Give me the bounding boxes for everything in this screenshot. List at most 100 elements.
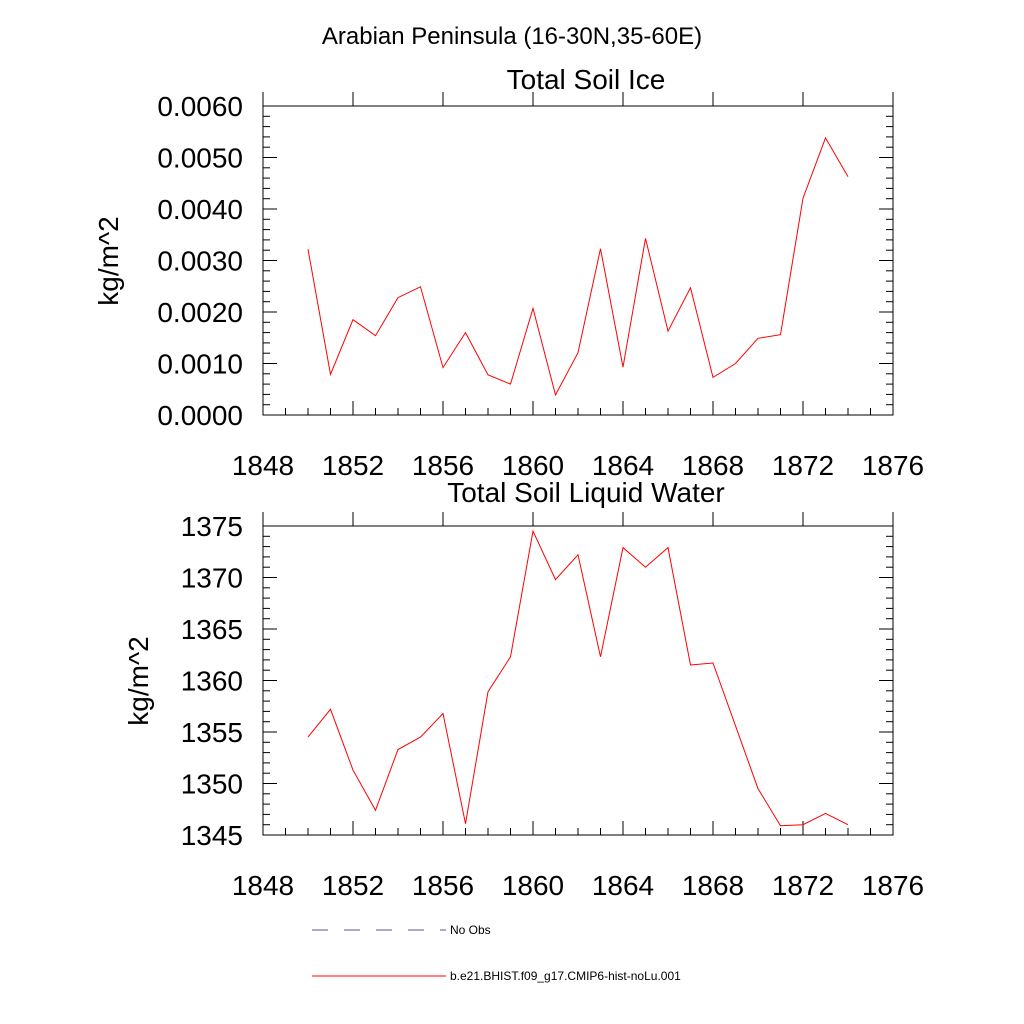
data-point xyxy=(374,334,377,337)
x-tick-label: 1856 xyxy=(412,450,474,481)
data-point xyxy=(667,546,670,549)
y-tick-label: 0.0010 xyxy=(157,349,243,380)
data-point xyxy=(599,247,602,250)
series-line xyxy=(307,136,849,397)
data-point xyxy=(329,708,332,711)
x-tick-label: 1864 xyxy=(592,450,654,481)
x-tick-label: 1872 xyxy=(772,450,834,481)
axis-ticks xyxy=(262,512,894,836)
data-point xyxy=(532,530,535,533)
data-point xyxy=(487,690,490,693)
y-tick-label: 1370 xyxy=(181,563,243,594)
data-point xyxy=(442,366,445,369)
y-tick-label: 1360 xyxy=(181,666,243,697)
data-point xyxy=(734,362,737,365)
y-tick-label: 0.0040 xyxy=(157,194,243,225)
x-tick-label: 1872 xyxy=(772,870,834,901)
y-tick-label: 1350 xyxy=(181,769,243,800)
legend-label-model-run: b.e21.BHIST.f09_g17.CMIP6-hist-noLu.001 xyxy=(450,969,681,983)
data-point xyxy=(622,366,625,369)
legend: No Obs b.e21.BHIST.f09_g17.CMIP6-hist-no… xyxy=(312,923,681,983)
data-point xyxy=(847,823,850,826)
data-point xyxy=(419,285,422,288)
data-point xyxy=(487,373,490,376)
x-tick-label: 1868 xyxy=(682,870,744,901)
axis-ticks xyxy=(262,92,894,416)
panel-title: Total Soil Liquid Water xyxy=(447,477,725,508)
data-point xyxy=(554,578,557,581)
data-point xyxy=(374,809,377,812)
data-point xyxy=(577,351,580,354)
x-tick-label: 1860 xyxy=(502,870,564,901)
data-point xyxy=(622,546,625,549)
x-tick-label: 1852 xyxy=(322,450,384,481)
data-point xyxy=(689,664,692,667)
y-tick-label: 1355 xyxy=(181,717,243,748)
data-point xyxy=(307,736,310,739)
series-line xyxy=(307,529,849,827)
data-point xyxy=(644,237,647,240)
data-point xyxy=(779,824,782,827)
y-tick-label: 0.0000 xyxy=(157,400,243,431)
x-tick-label: 1876 xyxy=(862,870,924,901)
data-point xyxy=(464,822,467,825)
x-tick-label: 1868 xyxy=(682,450,744,481)
data-point xyxy=(352,769,355,772)
figure-title: Arabian Peninsula (16-30N,35-60E) xyxy=(322,23,702,50)
y-axis-label: kg/m^2 xyxy=(123,636,154,725)
y-tick-label: 0.0060 xyxy=(157,91,243,122)
data-point xyxy=(734,724,737,727)
data-point xyxy=(712,376,715,379)
data-point xyxy=(847,175,850,178)
tick-labels: 1848 1852 1856 1860 1864 1868 1872 1876 0.0000 0.… xyxy=(157,91,924,481)
panel-title: Total Soil Ice xyxy=(507,64,666,95)
x-tick-label: 1848 xyxy=(232,870,294,901)
data-point xyxy=(644,566,647,569)
data-point xyxy=(779,333,782,336)
plot-frame xyxy=(262,525,894,836)
y-tick-label: 1365 xyxy=(181,614,243,645)
data-point xyxy=(712,661,715,664)
y-tick-label: 0.0050 xyxy=(157,143,243,174)
x-tick-label: 1856 xyxy=(412,870,474,901)
y-tick-label: 0.0030 xyxy=(157,246,243,277)
data-point xyxy=(509,655,512,658)
data-point xyxy=(599,655,602,658)
data-point xyxy=(577,553,580,556)
x-tick-label: 1852 xyxy=(322,870,384,901)
data-point xyxy=(757,787,760,790)
plot-frame xyxy=(262,105,894,416)
data-point xyxy=(667,330,670,333)
data-point xyxy=(352,318,355,321)
data-point xyxy=(329,373,332,376)
x-tick-label: 1876 xyxy=(862,450,924,481)
panel-total-soil-ice: Total Soil Ice kg/m^2 1848 1852 1856 1860 18… xyxy=(93,64,924,481)
y-tick-label: 0.0020 xyxy=(157,297,243,328)
data-point xyxy=(532,307,535,310)
data-point xyxy=(397,296,400,299)
data-point xyxy=(397,748,400,751)
series-group xyxy=(307,529,850,827)
data-point xyxy=(802,197,805,200)
data-point xyxy=(824,136,827,139)
data-point xyxy=(824,812,827,815)
data-point xyxy=(307,248,310,251)
y-tick-label: 1345 xyxy=(181,820,243,851)
x-tick-label: 1860 xyxy=(502,450,564,481)
tick-labels: 1848 1852 1856 1860 1864 1868 1872 1876 1345 1350… xyxy=(181,511,924,901)
y-tick-label: 1375 xyxy=(181,511,243,542)
data-point xyxy=(464,331,467,334)
data-point xyxy=(689,286,692,289)
data-point xyxy=(554,393,557,396)
data-point xyxy=(509,383,512,386)
data-point xyxy=(442,712,445,715)
series-group xyxy=(307,136,850,397)
data-point xyxy=(802,823,805,826)
x-tick-label: 1848 xyxy=(232,450,294,481)
data-point xyxy=(757,337,760,340)
x-tick-label: 1864 xyxy=(592,870,654,901)
y-axis-label: kg/m^2 xyxy=(93,216,124,305)
panel-total-soil-liquid-water: Total Soil Liquid Water kg/m^2 1848 1852 1… xyxy=(123,477,924,901)
data-point xyxy=(419,736,422,739)
